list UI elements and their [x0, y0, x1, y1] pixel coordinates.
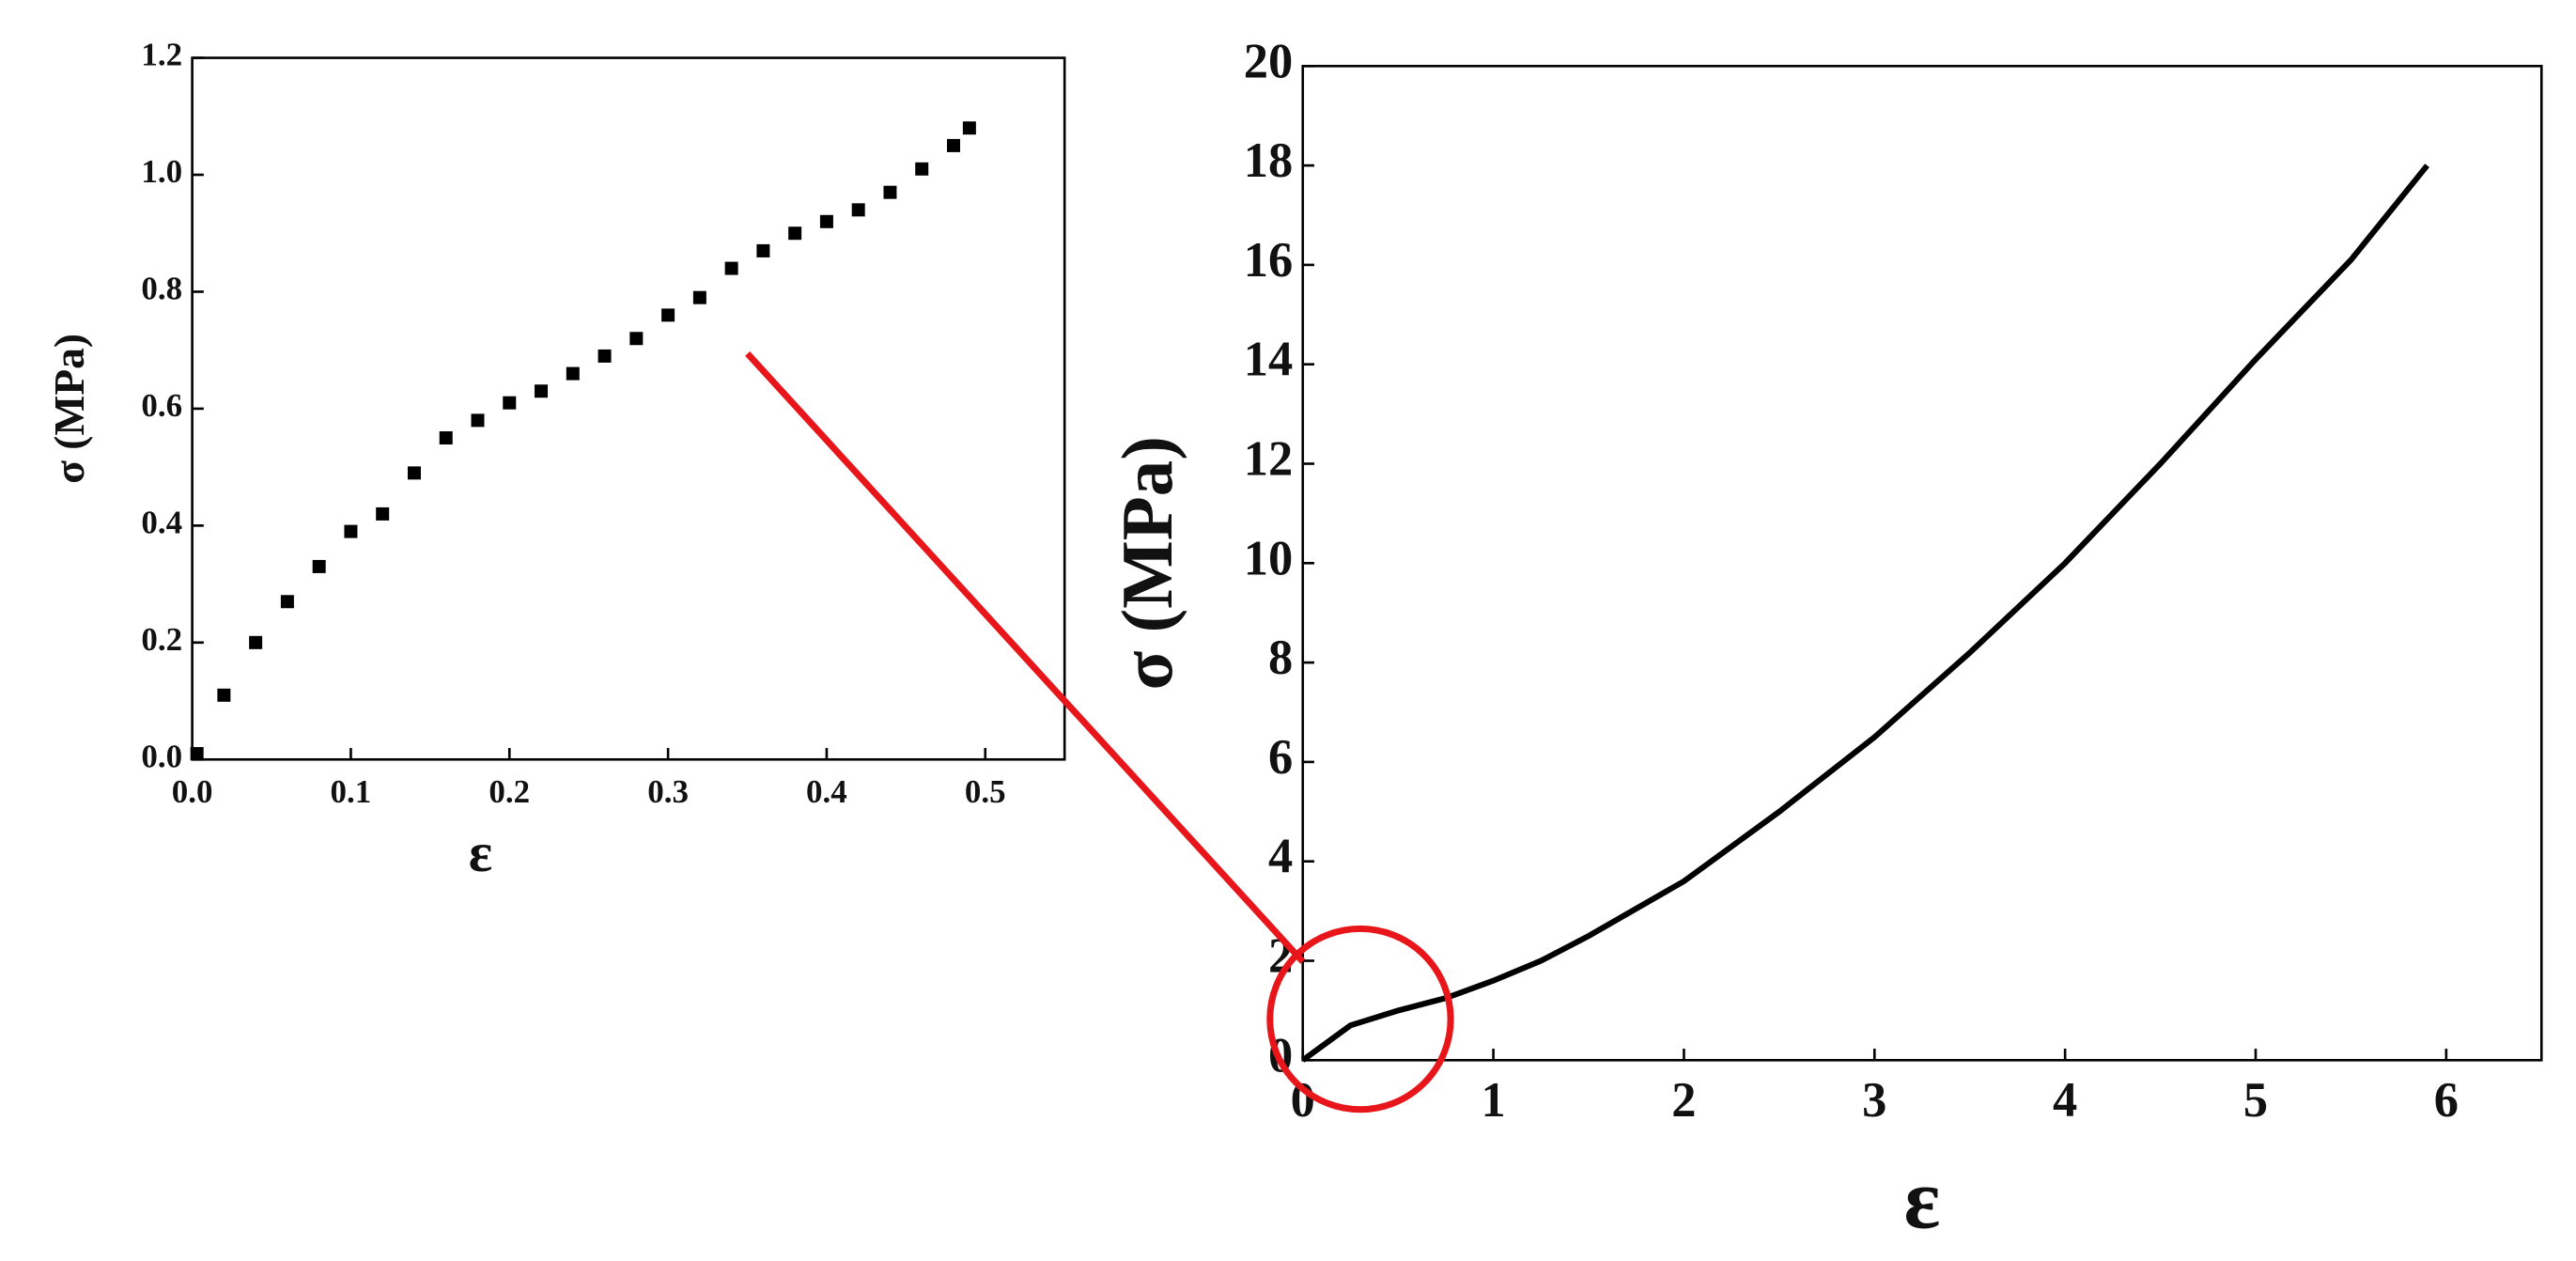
zoom-circle — [1266, 925, 1454, 1113]
data-point — [344, 524, 358, 538]
y-axis-label: σ (MPa) — [1107, 436, 1187, 690]
data-point — [883, 185, 897, 199]
y-tick-label: 6 — [1268, 730, 1293, 785]
data-line — [1300, 163, 2429, 1063]
data-point — [217, 688, 231, 702]
y-tick-label: 1.0 — [141, 153, 182, 190]
x-tick-label: 0.1 — [331, 773, 372, 810]
data-point — [788, 226, 802, 241]
y-tick-label: 0.6 — [141, 387, 182, 424]
data-point — [597, 349, 612, 363]
data-point — [566, 366, 580, 381]
plot-frame — [191, 56, 1066, 761]
x-tick-label: 3 — [1862, 1073, 1886, 1128]
data-point — [724, 261, 738, 275]
y-tick-label: 14 — [1244, 333, 1293, 387]
x-tick-label: 0.4 — [806, 773, 847, 810]
data-point — [661, 308, 675, 322]
y-tick-label: 8 — [1268, 630, 1293, 685]
plots: 0.0 0.1 0.2 0.3 0.4 0.5 0.0 0.2 0.4 0.6 0.8 1.0 1.2 ε… — [45, 34, 2543, 1247]
y-tick-label: 1.2 — [141, 37, 182, 73]
data-point — [439, 431, 453, 445]
y-axis-label: σ (MPa) — [45, 334, 93, 484]
x-tick-label: 0.0 — [172, 773, 213, 810]
y-tick-label: 10 — [1244, 531, 1293, 585]
data-point — [962, 121, 976, 135]
x-tick-label: 1 — [1481, 1073, 1505, 1128]
y-tick-label: 0.0 — [141, 738, 182, 774]
x-tick-label: 5 — [2243, 1073, 2268, 1128]
data-point — [756, 243, 770, 257]
data-point — [280, 595, 294, 609]
data-point — [692, 290, 706, 304]
x-tick-label: 4 — [2053, 1073, 2077, 1128]
y-tick-label: 4 — [1268, 830, 1293, 884]
y-tick-label: 0.2 — [141, 621, 182, 658]
data-point — [915, 162, 929, 176]
y-tick-label: 0.8 — [141, 271, 182, 307]
data-point — [190, 747, 204, 761]
x-tick-label: 2 — [1671, 1073, 1696, 1128]
data-point — [376, 506, 390, 521]
data-point — [312, 559, 326, 573]
y-tick-label: 12 — [1244, 432, 1293, 487]
x-axis-label: ε — [1904, 1152, 1941, 1247]
data-point — [629, 332, 644, 346]
data-point — [471, 413, 485, 428]
y-tick-label: 20 — [1244, 34, 1293, 88]
x-axis-label: ε — [469, 821, 492, 883]
data-point — [407, 466, 421, 480]
data-point — [851, 203, 865, 217]
x-tick-label: 6 — [2434, 1073, 2459, 1128]
data-point — [535, 384, 549, 398]
zoom-connector — [745, 350, 1306, 964]
y-tick-label: 16 — [1244, 233, 1293, 288]
data-point — [503, 396, 517, 410]
data-point — [946, 138, 960, 152]
y-tick-label: 0.4 — [141, 504, 182, 540]
y-tick-label: 18 — [1244, 133, 1293, 188]
x-tick-label: 0.2 — [489, 773, 530, 810]
data-point — [819, 214, 833, 228]
data-point — [249, 635, 263, 649]
x-tick-label: 0.3 — [647, 773, 689, 810]
x-tick-label: 0.5 — [965, 773, 1006, 810]
plot-frame — [1301, 65, 2543, 1062]
